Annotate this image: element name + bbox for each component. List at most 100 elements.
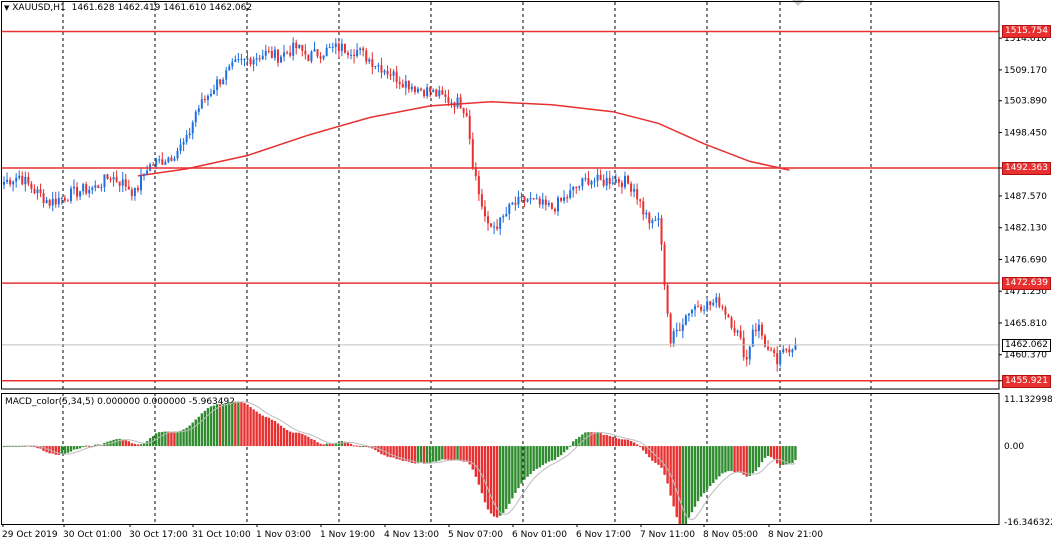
candle-body [94, 185, 97, 188]
candle-body [197, 108, 200, 112]
macd-bar [562, 446, 566, 453]
candle-body [709, 301, 712, 305]
macd-bar [745, 446, 748, 477]
macd-bar [550, 446, 554, 461]
macd-bar [42, 446, 45, 451]
macd-bar [124, 440, 127, 447]
candle-body [760, 324, 763, 336]
candle-body [209, 93, 212, 96]
candle-body [295, 42, 298, 49]
candle-body [420, 88, 423, 91]
candle-body [276, 49, 279, 63]
macd-bar [462, 446, 465, 462]
macd-bar [772, 446, 776, 460]
macd-bar [635, 444, 639, 447]
candle-body [654, 219, 657, 221]
candle-body [243, 58, 246, 60]
macd-bar [593, 432, 596, 447]
candle-body [42, 193, 45, 203]
macd-bar [465, 446, 468, 462]
macd-bar [355, 445, 359, 447]
candle-body [697, 306, 700, 308]
macd-bar [203, 410, 207, 447]
price-axis-label: 1514.610 [1004, 34, 1047, 44]
candle-body [69, 188, 72, 201]
candle-body [511, 202, 514, 205]
candle-body [203, 99, 206, 101]
macd-bar [182, 429, 185, 447]
candle-body [270, 51, 273, 58]
macd-bar [785, 446, 788, 465]
candle-body [648, 212, 651, 224]
macd-bar [276, 423, 280, 447]
symbol-label: XAUUSD,H1 [12, 3, 66, 13]
macd-bar [492, 446, 496, 517]
candle-body [60, 197, 63, 199]
candle-body [767, 346, 770, 350]
macd-bar [358, 446, 362, 448]
one-click-trading-arrow-icon[interactable] [792, 0, 804, 6]
symbol-header: ▼ XAUUSD,H1 1461.628 1462.419 1461.610 1… [4, 3, 252, 13]
candle-body [51, 198, 54, 206]
macd-bar [75, 446, 79, 450]
macd-bar [629, 440, 633, 447]
macd-bar [234, 401, 237, 447]
macd-bar [179, 430, 182, 447]
macd-bar [173, 432, 176, 447]
time-axis-label: 1 Nov 19:00 [320, 530, 375, 540]
candle-body [386, 70, 389, 75]
macd-bar [638, 446, 642, 448]
macd-bar [310, 438, 313, 447]
candle-body [191, 122, 194, 134]
candle-body [246, 58, 249, 60]
macd-bar [498, 446, 502, 516]
macd-bar [617, 438, 621, 447]
macd-bar [118, 438, 121, 447]
candle-body [216, 79, 219, 91]
macd-bar [81, 446, 85, 448]
candle-body [447, 96, 450, 104]
candle-body [155, 159, 158, 166]
candle-body [325, 47, 328, 56]
macd-bar [681, 446, 685, 524]
candle-body [605, 178, 608, 186]
candle-body [164, 161, 167, 165]
macd-bar [584, 432, 587, 447]
candle-body [544, 199, 547, 205]
candle-body [773, 349, 776, 354]
candle-body [532, 198, 535, 200]
candle-body [356, 49, 359, 57]
level-price-tag: 1472.639 [1002, 277, 1051, 291]
candle-body [486, 216, 489, 224]
macd-bar [206, 408, 210, 447]
candle-body [681, 324, 684, 331]
candle-body [112, 177, 115, 180]
horizontal-levels-layer[interactable] [2, 30, 999, 382]
candle-body [584, 178, 587, 180]
macd-bar [270, 419, 274, 447]
macd-bar [410, 446, 414, 463]
macd-axis-label: -16.346322 [1004, 518, 1052, 528]
candle-body [97, 185, 100, 189]
macd-bar [395, 446, 398, 460]
candle-body [639, 199, 642, 202]
candle-body [213, 90, 216, 94]
price-pane-border [1, 1, 1000, 390]
candle-body [480, 194, 483, 207]
dropdown-triangle-icon[interactable]: ▼ [4, 4, 10, 12]
macd-bar [559, 446, 563, 456]
macd-bar [212, 405, 216, 447]
candle-body [502, 216, 505, 218]
candle-body [529, 198, 532, 200]
candle-body [194, 111, 197, 123]
candle-body [727, 314, 730, 318]
candle-body [167, 157, 170, 162]
candle-body [310, 51, 313, 62]
candle-body [289, 52, 292, 56]
macd-bar [587, 432, 590, 447]
candle-body [523, 196, 526, 202]
candle-body [724, 307, 727, 315]
candle-body [401, 83, 404, 88]
candle-body [63, 197, 66, 201]
